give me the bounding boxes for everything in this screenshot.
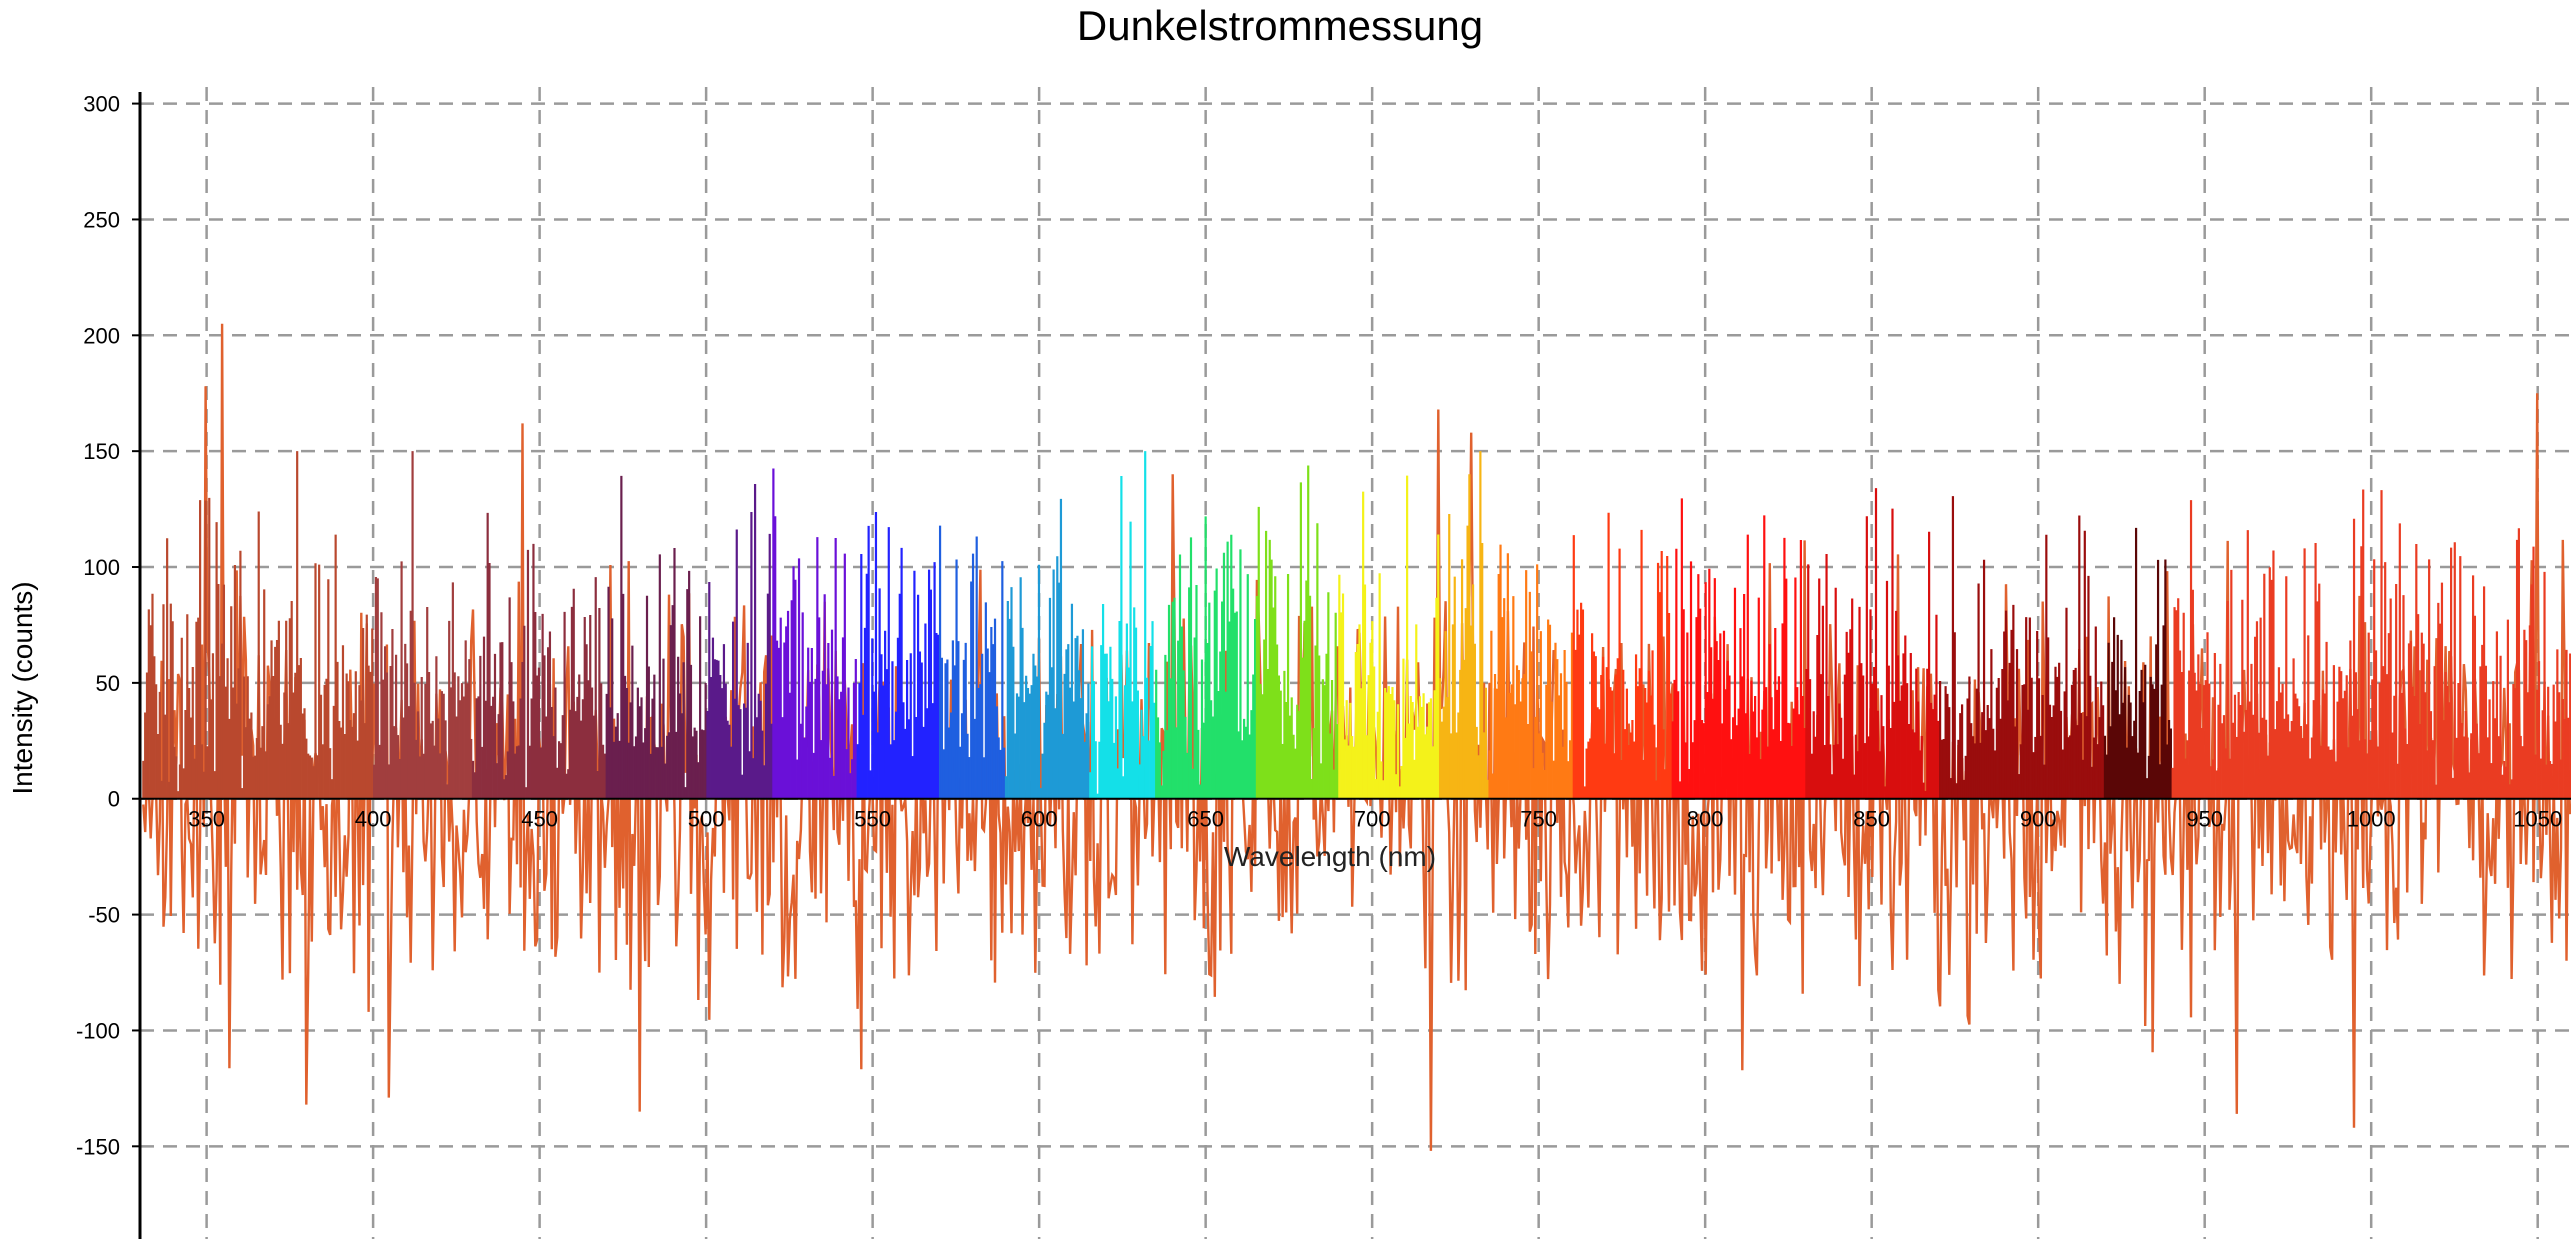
y-tick-label: -100 (76, 1018, 120, 1043)
x-tick-label: 1050 (2513, 807, 2562, 832)
x-tick-label: 900 (2020, 807, 2057, 832)
x-tick-label: 550 (854, 807, 891, 832)
x-tick-label: 400 (355, 807, 392, 832)
y-tick-label: 50 (96, 671, 120, 696)
x-tick-label: 800 (1687, 807, 1724, 832)
x-tick-label: 950 (2186, 807, 2223, 832)
y-tick-label: 300 (83, 92, 120, 117)
x-tick-label: 450 (521, 807, 558, 832)
y-tick-label: 150 (83, 439, 120, 464)
x-axis-label: Wavelength (nm) (1224, 841, 1436, 872)
spectrum-series (142, 451, 2571, 799)
y-tick-label: 0 (108, 787, 120, 812)
y-tick-label: -50 (88, 903, 120, 928)
y-tick-label: -150 (76, 1134, 120, 1159)
x-tick-label: 650 (1187, 807, 1224, 832)
x-tick-label: 350 (188, 807, 225, 832)
y-tick-label: 250 (83, 207, 120, 232)
y-tick-label: 100 (83, 555, 120, 580)
x-tick-label: 1000 (2347, 807, 2396, 832)
x-tick-label: 600 (1021, 807, 1058, 832)
y-axis-label: Intensity (counts) (7, 581, 38, 794)
x-tick-label: 850 (1853, 807, 1890, 832)
y-tick-label: 200 (83, 323, 120, 348)
x-tick-label: 500 (688, 807, 725, 832)
x-tick-label: 700 (1354, 807, 1391, 832)
x-tick-label: 750 (1520, 807, 1557, 832)
chart-title: Dunkelstrommessung (1077, 2, 1483, 49)
